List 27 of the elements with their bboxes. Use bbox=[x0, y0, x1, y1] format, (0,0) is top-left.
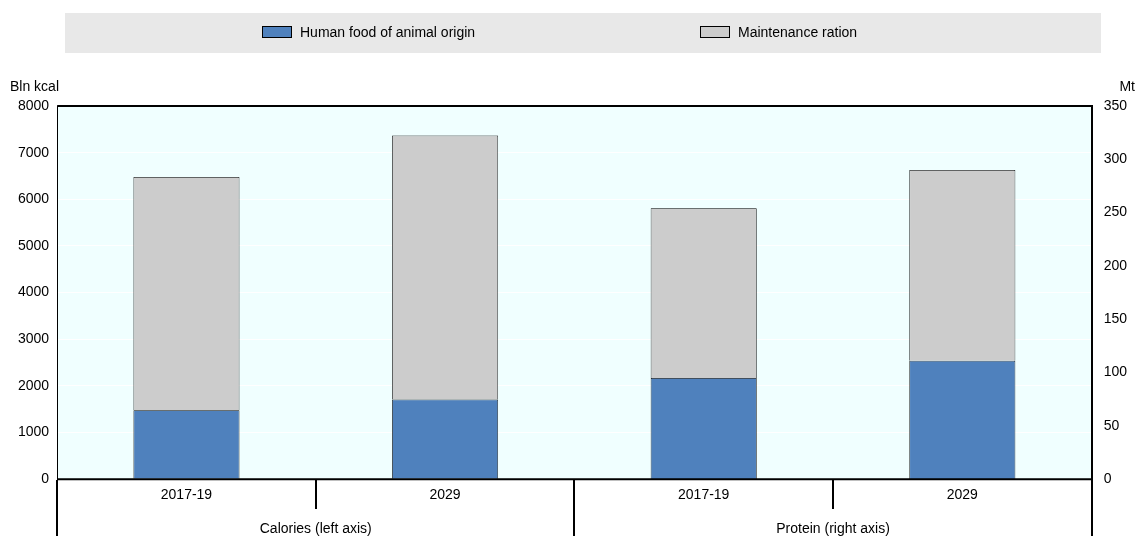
y-tick-label: 0 bbox=[41, 470, 50, 487]
y2-tick-label: 350 bbox=[1103, 96, 1128, 113]
y-tick-label: 6000 bbox=[17, 190, 50, 207]
x-tick-label: 2029 bbox=[946, 486, 979, 503]
legend-label: Human food of animal origin bbox=[300, 24, 476, 40]
y-tick-label: 3000 bbox=[17, 330, 50, 347]
x-tick-label: 2029 bbox=[429, 486, 461, 503]
y2-tick-label: 100 bbox=[1103, 363, 1128, 380]
x-tick-label: 2017-19 bbox=[160, 486, 213, 503]
text: Calories (left axis) bbox=[259, 520, 372, 536]
y-tick-label: 4000 bbox=[17, 283, 50, 300]
y2-tick-label: 150 bbox=[1103, 310, 1128, 327]
legend-label: Maintenance ration bbox=[738, 24, 858, 40]
y-tick-label: 5000 bbox=[17, 236, 50, 253]
y2-tick-label: 300 bbox=[1103, 150, 1128, 167]
y-tick-label: 8000 bbox=[17, 96, 50, 113]
y-tick-label: 1000 bbox=[17, 423, 50, 440]
y2-axis-title: Mt bbox=[1119, 77, 1136, 94]
y2-tick-label: 200 bbox=[1103, 256, 1128, 273]
y2-tick-label: 50 bbox=[1103, 416, 1120, 433]
y-tick-label: 2000 bbox=[17, 376, 50, 393]
y2-tick-label: 0 bbox=[1103, 470, 1112, 487]
y2-tick-label: 250 bbox=[1103, 203, 1128, 220]
y-axis-title: Bln kcal bbox=[10, 77, 60, 94]
x-tick-label: 2017-19 bbox=[678, 486, 730, 503]
text: Protein (right axis) bbox=[776, 520, 890, 536]
y-tick-label: 7000 bbox=[17, 143, 50, 160]
